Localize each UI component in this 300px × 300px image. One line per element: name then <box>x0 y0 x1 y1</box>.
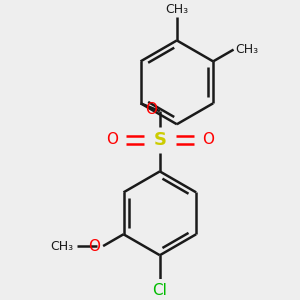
Text: S: S <box>153 131 166 149</box>
Text: O: O <box>106 133 118 148</box>
Text: O: O <box>145 102 157 117</box>
Text: O: O <box>88 238 101 253</box>
Text: CH₃: CH₃ <box>235 43 258 56</box>
Text: CH₃: CH₃ <box>165 3 188 16</box>
Text: Cl: Cl <box>152 283 167 298</box>
Text: CH₃: CH₃ <box>50 240 73 253</box>
Text: O: O <box>202 133 214 148</box>
